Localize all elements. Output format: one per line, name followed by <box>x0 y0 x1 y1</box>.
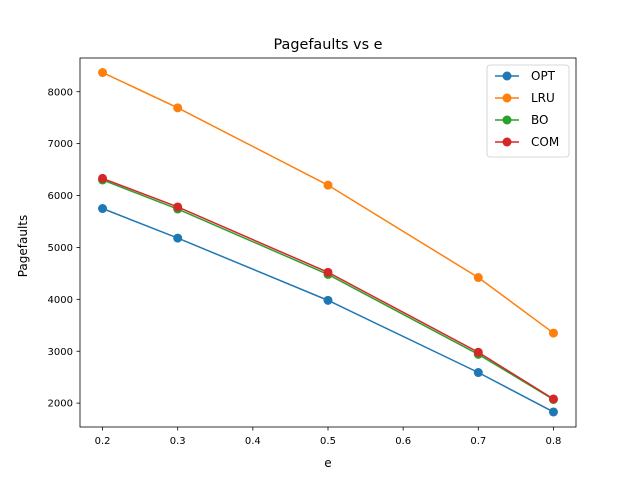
legend-marker-com <box>502 137 512 147</box>
data-point-com <box>323 267 333 277</box>
y-tick-label: 4000 <box>48 295 73 306</box>
legend-label-com: COM <box>531 135 559 149</box>
x-tick-label: 0.6 <box>395 436 411 447</box>
legend: OPT LRU BO COM <box>486 64 570 158</box>
data-point-lru <box>548 328 558 338</box>
y-tick-label: 3000 <box>48 347 73 358</box>
legend-label-opt: OPT <box>531 69 556 83</box>
data-point-com <box>473 347 483 357</box>
x-tick-label: 0.8 <box>546 436 562 447</box>
y-tick-label: 6000 <box>48 191 73 202</box>
data-point-lru <box>173 103 183 113</box>
x-tick-label: 0.2 <box>95 436 111 447</box>
x-tick-label: 0.7 <box>470 436 486 447</box>
data-point-com <box>548 394 558 404</box>
data-point-opt <box>173 233 183 243</box>
y-tick-label: 7000 <box>48 139 73 150</box>
data-point-opt <box>473 368 483 378</box>
data-point-lru <box>323 180 333 190</box>
y-tick-label: 5000 <box>48 243 73 254</box>
data-point-com <box>98 173 108 183</box>
data-point-opt <box>548 407 558 417</box>
y-axis-label: Pagefaults <box>16 215 30 278</box>
x-tick-label: 0.3 <box>170 436 186 447</box>
legend-marker-lru <box>502 93 512 103</box>
legend-marker-opt <box>502 71 512 81</box>
legend-label-bo: BO <box>531 113 548 127</box>
plot-area: 0.2 0.3 0.4 0.5 0.6 0.7 0.8 2000 3000 4000 5000 600… <box>48 57 577 447</box>
x-tick-label: 0.4 <box>245 436 261 447</box>
x-tick-label: 0.5 <box>320 436 336 447</box>
data-point-lru <box>473 273 483 283</box>
chart-title: Pagefaults vs e <box>274 37 383 53</box>
x-axis-label: e <box>324 456 331 470</box>
legend-marker-bo <box>502 115 512 125</box>
data-point-opt <box>323 295 333 305</box>
data-point-opt <box>98 204 108 214</box>
data-point-com <box>173 202 183 212</box>
legend-box <box>486 64 570 158</box>
legend-label-lru: LRU <box>531 91 555 105</box>
y-tick-label: 2000 <box>48 399 73 410</box>
data-point-lru <box>98 68 108 78</box>
y-tick-label: 8000 <box>48 87 73 98</box>
